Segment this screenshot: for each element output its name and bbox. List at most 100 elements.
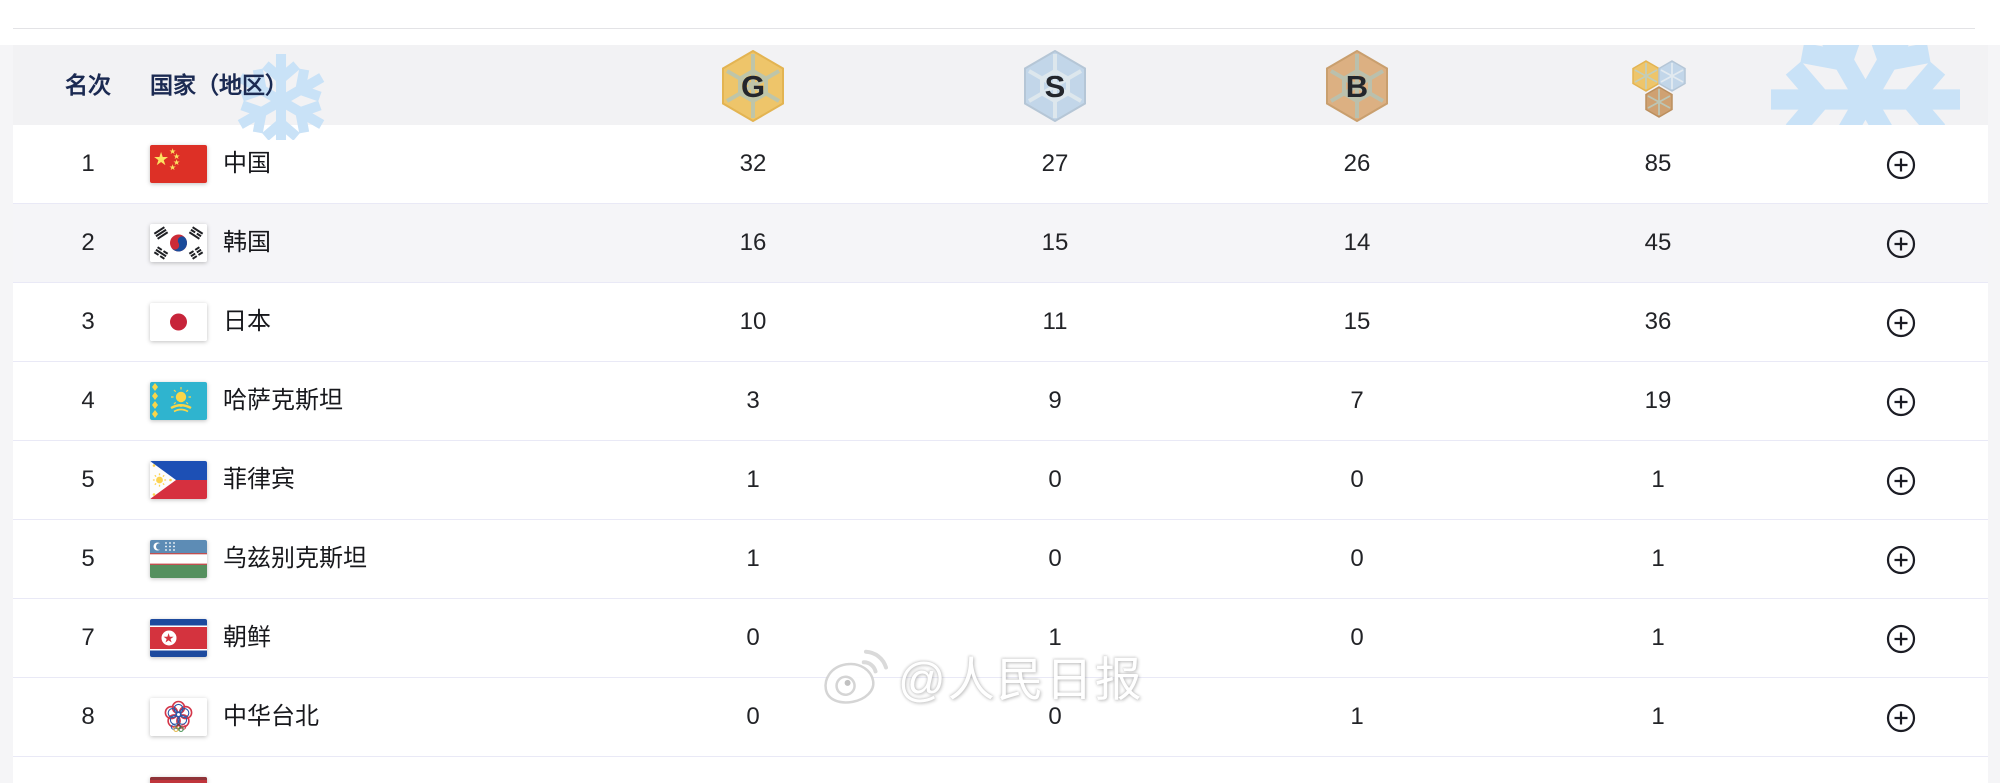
north-korea-flag: ★	[150, 619, 207, 657]
table-header: 名次 国家（地区） G S B	[13, 45, 1988, 125]
gold-count: 32	[739, 150, 767, 177]
svg-text:★: ★	[163, 631, 175, 646]
table-row: 4 哈萨克斯坦 3	[13, 362, 1988, 441]
plus-circle-icon	[1886, 387, 1916, 417]
country-name: 菲律宾	[223, 466, 295, 493]
bronze-count: 26	[1343, 150, 1371, 177]
svg-text:★: ★	[153, 149, 169, 169]
plus-circle-icon	[1886, 229, 1916, 259]
country-name: 中华台北	[223, 703, 319, 730]
japan-flag	[150, 303, 207, 341]
table-row: 5 乌兹别克斯坦 1 0	[13, 520, 1988, 599]
total-count: 1	[1651, 466, 1665, 493]
svg-text:★: ★	[173, 152, 180, 161]
svg-text:S: S	[1045, 69, 1066, 104]
bronze-count: 0	[1350, 466, 1364, 493]
bronze-count: 15	[1343, 308, 1371, 335]
table-row: 3 日本 10 11 15 36	[13, 283, 1988, 362]
total-count: 45	[1644, 229, 1672, 256]
svg-text:★: ★	[173, 158, 180, 167]
bronze-medal-icon: B	[1326, 50, 1388, 122]
rank-value: 1	[81, 150, 95, 177]
bronze-count: 0	[1350, 545, 1364, 572]
svg-text:B: B	[1346, 69, 1368, 104]
rank-value: 3	[81, 308, 95, 335]
country-name: 韩国	[223, 229, 271, 256]
expand-row-button[interactable]	[1885, 702, 1917, 734]
gold-medal-icon: G	[722, 50, 784, 122]
rank-value: 5	[81, 545, 95, 572]
total-medals-icon	[1632, 60, 1686, 118]
total-count: 19	[1644, 387, 1672, 414]
chinese-taipei-flag	[150, 698, 207, 736]
bronze-count: 1	[1350, 703, 1364, 730]
country-name: 朝鲜	[223, 624, 271, 651]
plus-circle-icon	[1886, 150, 1916, 180]
expand-row-button[interactable]	[1885, 386, 1917, 418]
gold-count: 3	[746, 387, 760, 414]
table-row: 1 ★ ★ ★ ★ ★ 中国 32 27 26 85	[13, 125, 1988, 204]
rank-value: 4	[81, 387, 95, 414]
table-row: 7 ★ 朝鲜 0 1 0 1	[13, 599, 1988, 678]
rank-value: 5	[81, 466, 95, 493]
silver-count: 11	[1042, 308, 1068, 335]
rank-value: 2	[81, 229, 95, 256]
table-row: 5 菲律宾 1 0 0 1	[13, 441, 1988, 520]
table-row: 2 韩国 16 15	[13, 204, 1988, 283]
expand-row-button[interactable]	[1885, 307, 1917, 339]
table-row-partial	[13, 757, 1988, 783]
total-count: 1	[1651, 703, 1665, 730]
plus-circle-icon	[1886, 703, 1916, 733]
gold-count: 0	[746, 703, 760, 730]
silver-count: 27	[1041, 150, 1069, 177]
country-name: 中国	[223, 150, 271, 177]
gold-count: 16	[739, 229, 767, 256]
expand-row-button[interactable]	[1885, 623, 1917, 655]
bronze-count: 0	[1350, 624, 1364, 651]
plus-circle-icon	[1886, 624, 1916, 654]
country-name: 日本	[223, 308, 271, 335]
silver-medal-icon: S	[1024, 50, 1086, 122]
silver-count: 1	[1048, 624, 1062, 651]
total-count: 1	[1651, 624, 1665, 651]
medal-standings-table: 名次 国家（地区） G S B	[13, 45, 1988, 783]
expand-row-button[interactable]	[1885, 544, 1917, 576]
total-count: 36	[1644, 308, 1672, 335]
gold-count: 0	[746, 624, 760, 651]
gold-count: 10	[739, 308, 767, 335]
silver-count: 0	[1048, 466, 1062, 493]
top-divider-line	[13, 28, 1975, 29]
bronze-count: 14	[1343, 229, 1371, 256]
uzbekistan-flag	[150, 540, 207, 578]
column-header-country: 国家（地区）	[150, 72, 288, 98]
philippines-flag	[150, 461, 207, 499]
svg-text:G: G	[741, 69, 765, 104]
expand-row-button[interactable]	[1885, 465, 1917, 497]
gold-count: 1	[746, 466, 760, 493]
kazakhstan-flag	[150, 382, 207, 420]
top-white-bar	[0, 0, 2000, 45]
silver-count: 9	[1048, 387, 1062, 414]
partial-red-flag	[150, 777, 207, 783]
plus-circle-icon	[1886, 308, 1916, 338]
table-body: 1 ★ ★ ★ ★ ★ 中国 32 27 26 85 2	[13, 125, 1988, 783]
svg-text:★: ★	[169, 147, 176, 156]
table-row: 8 中华台北	[13, 678, 1988, 757]
country-name: 乌兹别克斯坦	[223, 545, 367, 572]
silver-count: 0	[1048, 545, 1062, 572]
rank-value: 7	[81, 624, 95, 651]
rank-value: 8	[81, 703, 95, 730]
column-header-rank: 名次	[65, 72, 111, 98]
bronze-count: 7	[1350, 387, 1364, 414]
expand-row-button[interactable]	[1885, 149, 1917, 181]
svg-text:★: ★	[169, 163, 176, 172]
gold-count: 1	[746, 545, 760, 572]
plus-circle-icon	[1886, 545, 1916, 575]
total-count: 85	[1644, 150, 1672, 177]
country-name: 哈萨克斯坦	[223, 387, 343, 414]
plus-circle-icon	[1886, 466, 1916, 496]
expand-row-button[interactable]	[1885, 228, 1917, 260]
silver-count: 0	[1048, 703, 1062, 730]
total-count: 1	[1651, 545, 1665, 572]
china-flag: ★ ★ ★ ★ ★	[150, 145, 207, 183]
